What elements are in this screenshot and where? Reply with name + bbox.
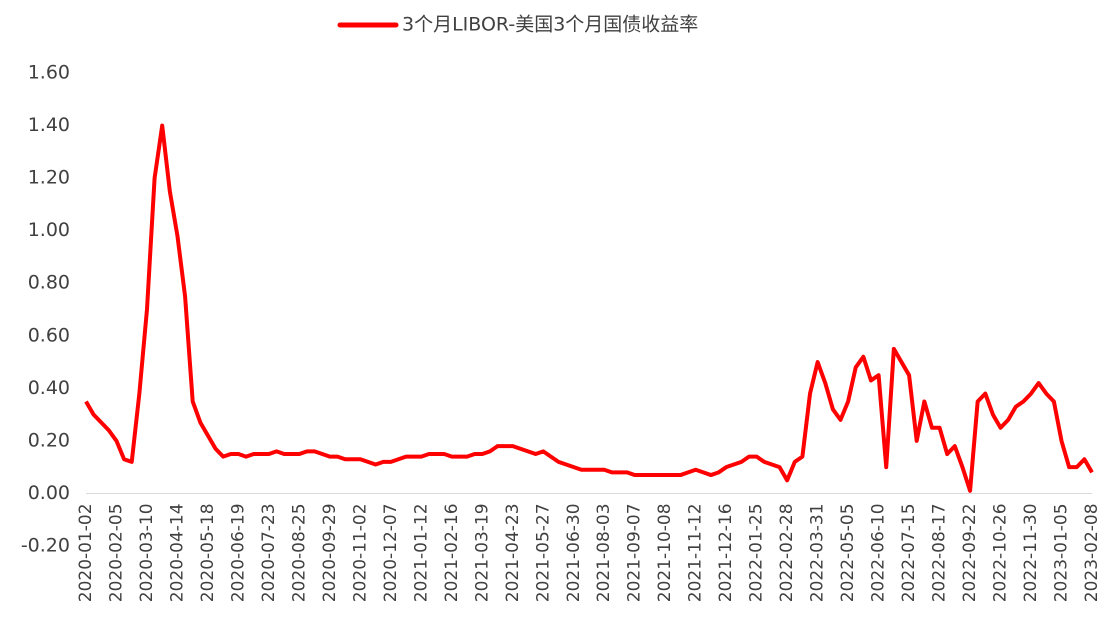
x-tick-label: 2021-10-08 [655, 503, 675, 602]
x-tick-label: 2022-03-31 [808, 503, 828, 602]
x-tick-label: 2022-09-22 [960, 503, 980, 602]
x-tick-label: 2020-05-18 [198, 503, 218, 602]
x-tick-label: 2023-01-05 [1052, 503, 1072, 602]
x-tick-label: 2021-03-19 [472, 503, 492, 602]
x-tick-label: 2022-11-30 [1021, 503, 1041, 602]
y-tick-label: 0.00 [28, 482, 70, 504]
x-tick-label: 2022-01-25 [747, 503, 767, 602]
x-tick-label: 2021-02-16 [442, 503, 462, 602]
y-tick-label: 0.60 [28, 324, 70, 346]
x-tick-label: 2021-08-03 [594, 503, 614, 602]
x-tick-label: 2020-07-23 [259, 503, 279, 602]
x-tick-label: 2022-07-15 [899, 503, 919, 602]
x-tick-label: 2022-10-26 [991, 503, 1011, 602]
x-tick-label: 2020-11-02 [350, 503, 370, 602]
x-tick-label: 2021-04-23 [503, 503, 523, 602]
x-tick-label: 2020-06-19 [228, 503, 248, 602]
y-tick-label: 0.40 [28, 377, 70, 399]
x-tick-label: 2020-09-29 [320, 503, 340, 602]
x-tick-label: 2020-08-25 [289, 503, 309, 602]
x-tick-label: 2020-03-10 [137, 503, 157, 602]
x-tick-label: 2023-02-08 [1082, 503, 1102, 602]
x-tick-label: 2022-02-28 [777, 503, 797, 602]
y-tick-label: 1.40 [28, 114, 70, 136]
x-tick-label: 2021-01-12 [411, 503, 431, 602]
x-tick-label: 2022-06-10 [869, 503, 889, 602]
line-series [84, 123, 1094, 493]
x-tick-label: 2020-02-05 [106, 503, 126, 602]
x-tick-label: 2020-04-14 [167, 503, 187, 602]
x-tick-label: 2021-05-27 [533, 503, 553, 602]
y-tick-label: 0.20 [28, 429, 70, 451]
x-tick-label: 2022-08-17 [930, 503, 950, 602]
y-tick-label: 1.20 [28, 167, 70, 189]
x-tick-label: 2020-01-02 [76, 503, 96, 602]
y-tick-label: 0.80 [28, 272, 70, 294]
y-tick-label: -0.20 [21, 535, 70, 557]
y-tick-label: 1.00 [28, 219, 70, 241]
x-tick-label: 2022-05-05 [838, 503, 858, 602]
legend-label: 3个月LIBOR-美国3个月国债收益率 [402, 14, 698, 36]
x-tick-label: 2021-11-12 [686, 503, 706, 602]
x-tick-label: 2020-12-07 [381, 503, 401, 602]
y-tick-label: 1.60 [28, 62, 70, 84]
x-tick-label: 2021-09-07 [625, 503, 645, 602]
x-tick-label: 2021-12-16 [716, 503, 736, 602]
x-tick-label: 2021-06-30 [564, 503, 584, 602]
